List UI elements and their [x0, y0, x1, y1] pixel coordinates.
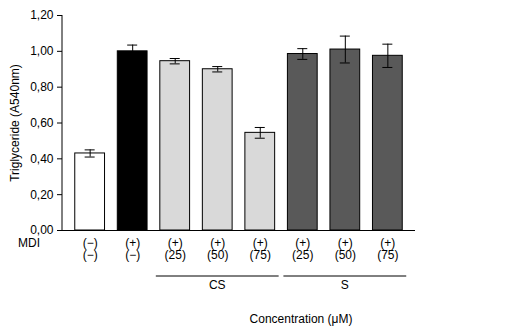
svg-text:(+)(50): (+)(50)	[207, 236, 228, 262]
svg-text:1,00: 1,00	[30, 44, 54, 58]
svg-text:0,20: 0,20	[30, 188, 54, 202]
svg-text:0,00: 0,00	[30, 223, 54, 238]
svg-text:CS: CS	[209, 278, 226, 292]
svg-text:(−)(−): (−)(−)	[83, 236, 98, 262]
svg-text:(+)(25): (+)(25)	[292, 236, 313, 262]
svg-text:0,40: 0,40	[30, 152, 54, 166]
svg-text:S: S	[341, 278, 349, 292]
svg-text:0,80: 0,80	[30, 80, 54, 94]
svg-text:(+)(50): (+)(50)	[335, 236, 356, 262]
svg-text:(+)(25): (+)(25)	[165, 236, 186, 262]
svg-text:0,60: 0,60	[30, 116, 54, 130]
svg-text:(+)(75): (+)(75)	[377, 236, 398, 262]
svg-text:1,20: 1,20	[30, 8, 54, 22]
svg-text:(+)(−): (+)(−)	[125, 236, 140, 262]
svg-text:Triglyceride (A540nm): Triglyceride (A540nm)	[8, 64, 22, 182]
svg-text:Concentration (μM): Concentration (μM)	[250, 312, 353, 326]
svg-text:(+)(75): (+)(75)	[250, 236, 271, 262]
svg-text:MDI: MDI	[18, 236, 40, 250]
